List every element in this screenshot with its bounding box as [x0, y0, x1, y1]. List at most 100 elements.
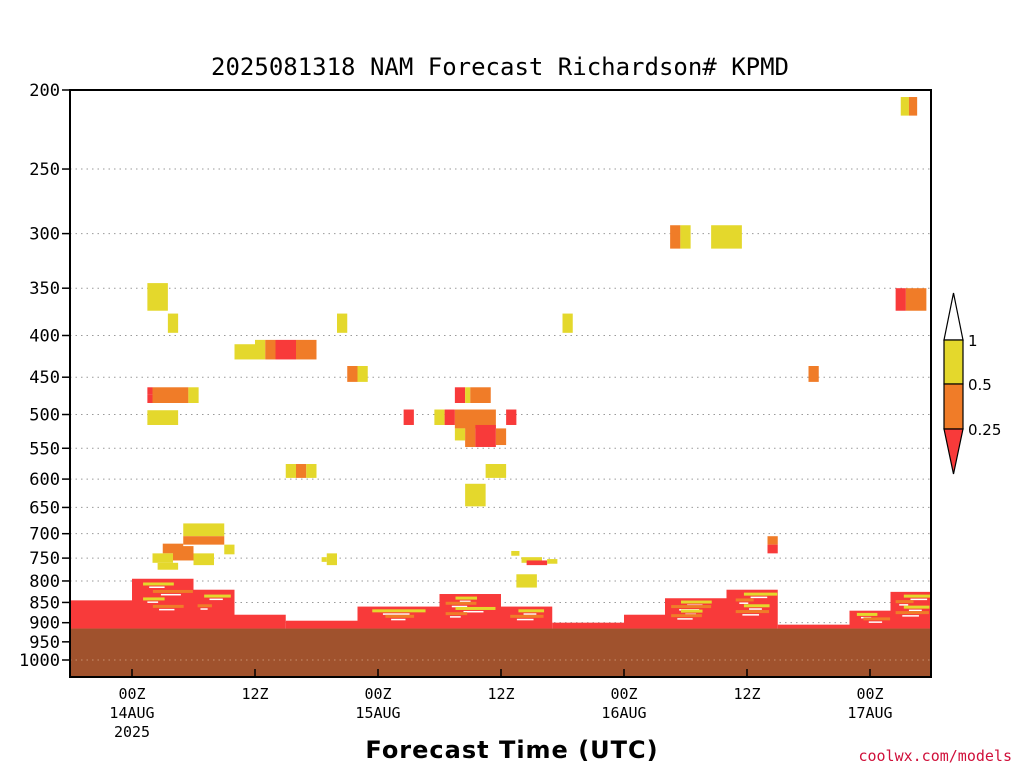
- y-tick-label-850: 850: [29, 593, 60, 613]
- ri-patch-58: [526, 560, 548, 566]
- boundary-band-10-2: [680, 609, 703, 613]
- plot-frame: [69, 89, 932, 678]
- y-tick-label-750: 750: [29, 549, 60, 569]
- y-axis: 200 250 300 350 400 450 500 550 600 650 700 750 8008…: [19, 81, 70, 671]
- boundary-gap-2-0: [209, 598, 223, 601]
- boundary-gap-10-3: [677, 618, 693, 620]
- boundary-layer-9: [624, 614, 665, 629]
- ri-patch-21: [454, 387, 466, 403]
- ri-patch-10: [275, 339, 296, 360]
- boundary-gap-1-0: [149, 586, 165, 588]
- ri-patch-14: [357, 366, 368, 382]
- ri-patch-17: [306, 464, 317, 478]
- ri-patch-49: [152, 553, 173, 563]
- boundary-band-5-1: [385, 614, 415, 618]
- ri-patch-46: [183, 523, 225, 537]
- ri-patch-38: [908, 97, 918, 116]
- plot-area: [69, 89, 983, 678]
- credit-text: coolwx.com/models: [858, 747, 1012, 765]
- x-axis-label: Forecast Time (UTC): [365, 736, 658, 764]
- x-tick-label-3: 12Z: [487, 685, 514, 703]
- boundary-band-11-2: [743, 604, 770, 608]
- ri-patch-54: [326, 553, 337, 566]
- y-tick-label-550: 550: [29, 439, 60, 459]
- y-tick-label-600: 600: [29, 470, 60, 490]
- boundary-gap-5-1: [391, 618, 406, 621]
- boundary-gap-7-0: [523, 613, 537, 615]
- x-tick-year-0: 2025: [114, 723, 150, 741]
- boundary-band-5-0: [372, 609, 426, 613]
- colorbar-tick-0: 1: [968, 332, 978, 350]
- colorbar-bin-yellow: [943, 339, 964, 385]
- boundary-band-7-1: [510, 614, 544, 618]
- boundary-layer-12: [777, 624, 850, 629]
- ri-patch-40: [905, 288, 927, 311]
- y-tick-label-700: 700: [29, 525, 60, 545]
- boundary-layer-4: [285, 620, 358, 629]
- x-tick-date-6: 17AUG: [847, 704, 892, 722]
- ri-patch-11: [296, 339, 317, 360]
- ri-patch-16: [296, 464, 307, 478]
- boundary-band-1-0: [143, 582, 174, 586]
- y-tick-label-350: 350: [29, 279, 60, 299]
- ri-patch-29: [506, 409, 517, 425]
- x-tick-label-0: 00Z: [118, 685, 145, 703]
- boundary-gap-6-2: [463, 610, 484, 613]
- colorbar-bin-orange: [943, 383, 964, 430]
- boundary-gap-1-2: [147, 601, 159, 603]
- ri-patch-6: [147, 410, 179, 425]
- boundary-band-6-0: [455, 596, 478, 600]
- boundary-band-1-1: [152, 589, 193, 593]
- y-tick-label-200: 200: [29, 81, 60, 101]
- ri-patch-15: [285, 464, 296, 478]
- boundary-gap-7-1: [516, 618, 534, 621]
- ri-patch-32: [562, 313, 573, 333]
- boundary-band-2-0: [204, 594, 231, 598]
- boundary-band-6-3: [445, 612, 468, 616]
- boundary-gap-11-2: [749, 608, 762, 610]
- y-tick-label-650: 650: [29, 498, 60, 518]
- ri-patch-19: [434, 409, 445, 425]
- colorbar-top-arrow: [943, 292, 964, 341]
- boundary-gap-14-1: [899, 604, 909, 606]
- boundary-band-13-0: [856, 612, 878, 616]
- boundary-band-6-2: [455, 606, 496, 610]
- boundary-band-2-1: [197, 604, 212, 608]
- ri-patch-61: [767, 536, 778, 545]
- boundary-gap-1-3: [159, 608, 175, 611]
- ri-patch-57: [521, 557, 542, 563]
- ri-patch-63: [962, 551, 972, 557]
- boundary-gap-6-1: [451, 605, 468, 608]
- boundary-layer-3: [234, 614, 286, 629]
- boundary-gap-14-0: [910, 598, 928, 601]
- boundary-gap-14-2: [908, 609, 922, 612]
- boundary-layer-15: [942, 615, 983, 629]
- x-tick-label-1: 12Z: [241, 685, 268, 703]
- ri-patch-5: [147, 394, 153, 403]
- colorbar-tick-2: 0.25: [968, 421, 1001, 439]
- x-tick-label-6: 00Z: [856, 685, 883, 703]
- boundary-gap-11-1: [739, 602, 749, 604]
- y-tick-label-500: 500: [29, 406, 60, 426]
- boundary-band-11-0: [743, 592, 778, 596]
- boundary-band-14-3: [895, 611, 929, 615]
- x-tick-label-5: 12Z: [733, 685, 760, 703]
- ri-patch-13: [347, 366, 358, 382]
- x-tick-label-2: 00Z: [364, 685, 391, 703]
- ri-patch-31: [485, 464, 507, 478]
- boundary-layer-8: [552, 622, 624, 629]
- ri-patch-41: [932, 225, 953, 248]
- y-tick-label-900: 900: [29, 614, 60, 634]
- ri-patch-7: [234, 344, 255, 360]
- ri-patch-64: [973, 557, 983, 565]
- ri-patch-62: [767, 544, 778, 554]
- y-tick-label-450: 450: [29, 368, 60, 388]
- ri-patch-8: [255, 339, 266, 360]
- ri-patch-25: [454, 428, 466, 441]
- chart-title: 2025081318 NAM Forecast Richardson# KPMD: [211, 53, 789, 81]
- ri-patch-33: [670, 225, 681, 249]
- ri-patch-53: [157, 562, 179, 570]
- boundary-gap-5-0: [382, 613, 410, 615]
- boundary-band-10-1: [671, 605, 712, 609]
